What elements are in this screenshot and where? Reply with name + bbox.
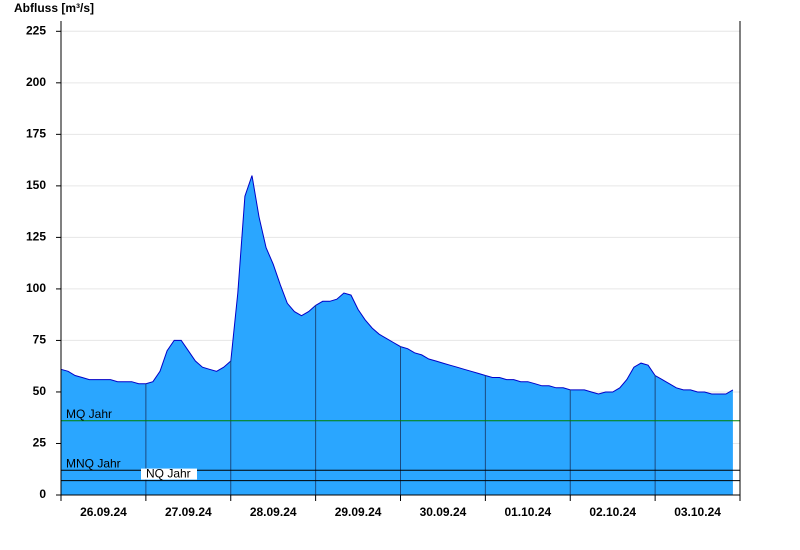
reference-label: MNQ Jahr xyxy=(66,456,121,470)
x-tick-label: 26.09.24 xyxy=(80,505,127,519)
y-tick-label: 100 xyxy=(26,281,46,295)
x-tick-label: 27.09.24 xyxy=(165,505,212,519)
x-tick-label: 30.09.24 xyxy=(420,505,467,519)
y-tick-label: 75 xyxy=(33,333,47,347)
x-tick-label: 29.09.24 xyxy=(335,505,382,519)
reference-label: MQ Jahr xyxy=(66,407,112,421)
x-tick-label: 01.10.24 xyxy=(504,505,551,519)
x-tick-label: 02.10.24 xyxy=(589,505,636,519)
y-tick-label: 0 xyxy=(39,487,46,501)
area xyxy=(61,175,733,495)
y-tick-label: 200 xyxy=(26,75,46,89)
y-tick-label: 175 xyxy=(26,127,46,141)
y-tick-label: 125 xyxy=(26,230,46,244)
label-bg xyxy=(141,468,197,480)
chart-title: Abfluss [m³/s] xyxy=(14,1,94,15)
y-tick-label: 150 xyxy=(26,178,46,192)
x-tick-label: 28.09.24 xyxy=(250,505,297,519)
x-tick-label: 03.10.24 xyxy=(674,505,721,519)
y-tick-label: 225 xyxy=(26,23,46,37)
y-tick-label: 50 xyxy=(33,384,47,398)
area-line xyxy=(60,175,734,395)
y-tick-label: 25 xyxy=(33,436,47,450)
reference-label: NQ Jahr xyxy=(146,467,191,481)
